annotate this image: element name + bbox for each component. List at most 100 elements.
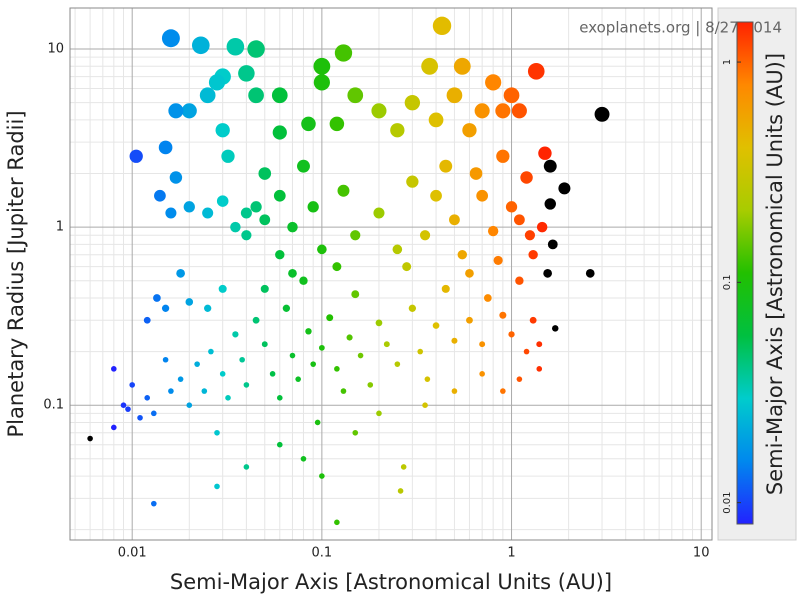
point	[219, 371, 226, 377]
point	[275, 249, 285, 260]
point	[129, 149, 143, 163]
point	[585, 269, 595, 278]
point	[421, 57, 439, 75]
point	[547, 239, 558, 250]
point	[288, 269, 297, 278]
point	[301, 116, 316, 132]
plot-area	[70, 8, 712, 540]
point	[215, 123, 230, 138]
point	[326, 314, 334, 322]
point	[527, 62, 545, 80]
point	[208, 348, 214, 355]
point	[346, 334, 353, 341]
points	[87, 16, 610, 526]
point	[515, 276, 524, 285]
grid	[70, 8, 712, 540]
point	[419, 230, 431, 241]
point	[376, 410, 382, 417]
point	[243, 382, 250, 388]
point	[221, 149, 235, 163]
point	[408, 304, 417, 312]
point	[230, 221, 241, 233]
colorbar-label: Semi-Major Axis [Astronomical Units (AU)…	[763, 53, 787, 495]
plot-frame	[69, 7, 713, 541]
point	[528, 249, 538, 260]
point	[449, 214, 460, 226]
point	[493, 255, 503, 266]
point	[214, 429, 220, 436]
point	[214, 483, 220, 490]
point	[462, 123, 477, 138]
point	[208, 74, 226, 91]
point	[238, 65, 255, 82]
point	[282, 304, 291, 312]
point	[272, 125, 287, 140]
point	[241, 230, 252, 241]
point	[297, 159, 310, 173]
point	[505, 201, 518, 213]
point	[314, 419, 321, 426]
point	[503, 87, 520, 104]
point	[168, 103, 184, 119]
point	[305, 328, 312, 335]
point	[406, 175, 419, 188]
point	[243, 464, 250, 470]
point	[226, 37, 245, 56]
point	[390, 123, 405, 138]
colorbar	[736, 21, 754, 525]
point	[466, 316, 473, 324]
point	[300, 456, 307, 462]
point	[225, 395, 231, 401]
point	[337, 184, 350, 197]
point	[373, 207, 385, 219]
point	[511, 103, 527, 119]
point	[334, 44, 353, 62]
point	[317, 244, 327, 255]
point	[165, 207, 177, 219]
point	[181, 103, 197, 119]
point	[258, 167, 272, 180]
point	[402, 262, 412, 272]
point	[232, 331, 239, 338]
x-tick-label: 0.01	[118, 546, 147, 561]
point	[392, 244, 403, 255]
point	[417, 348, 424, 355]
point	[276, 441, 283, 448]
point	[287, 221, 298, 233]
point	[479, 341, 486, 348]
point	[446, 87, 463, 104]
point	[457, 249, 467, 260]
point	[543, 159, 557, 173]
point	[536, 341, 543, 348]
y-tick-label: 10	[47, 42, 64, 57]
point	[524, 230, 536, 241]
point	[428, 112, 444, 128]
point	[319, 473, 325, 479]
point	[332, 262, 342, 272]
point	[186, 402, 193, 408]
point	[307, 201, 319, 213]
y-tick-label: 0.1	[43, 398, 64, 413]
point	[129, 382, 135, 388]
colorbar-tick-label: 1	[722, 59, 733, 65]
point	[487, 225, 499, 237]
point	[260, 284, 269, 293]
point	[594, 106, 610, 122]
point	[273, 189, 286, 202]
point	[347, 87, 364, 104]
point	[536, 221, 548, 233]
point	[350, 230, 361, 241]
point	[523, 348, 530, 355]
point	[351, 290, 360, 299]
point	[252, 316, 260, 324]
point	[453, 57, 471, 75]
point	[120, 402, 127, 408]
colorbar-panel	[717, 7, 797, 541]
point	[499, 311, 507, 319]
point	[313, 57, 331, 75]
point	[154, 189, 166, 202]
point	[529, 316, 537, 324]
point	[169, 171, 183, 184]
point	[483, 294, 492, 302]
